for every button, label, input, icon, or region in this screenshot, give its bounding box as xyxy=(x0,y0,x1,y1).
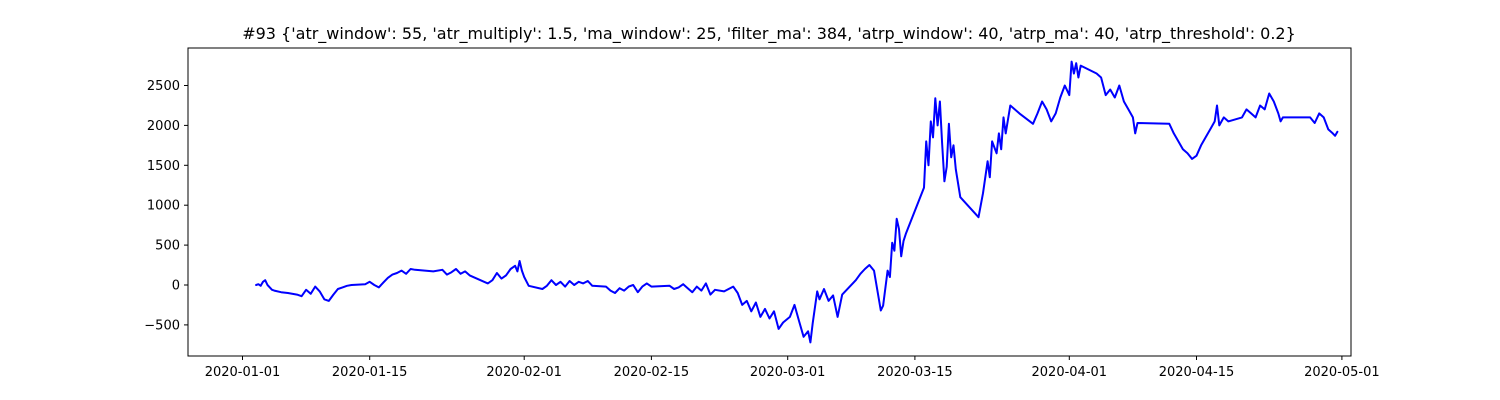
x-tick-label: 2020-02-15 xyxy=(614,365,690,380)
x-tick-label: 2020-01-15 xyxy=(332,365,408,380)
y-tick-label: 2000 xyxy=(147,119,180,134)
y-tick-label: 500 xyxy=(155,239,180,254)
x-tick-label: 2020-04-15 xyxy=(1159,365,1235,380)
x-tick-label: 2020-04-01 xyxy=(1032,365,1108,380)
y-tick-label: 1500 xyxy=(147,159,180,174)
y-tick-label: −500 xyxy=(144,318,180,333)
y-tick-label: 1000 xyxy=(147,199,180,214)
x-tick-label: 2020-01-01 xyxy=(205,365,281,380)
x-tick-label: 2020-02-01 xyxy=(486,365,562,380)
plot-area-frame xyxy=(187,47,1352,357)
x-axis: 2020-01-01 2020-01-15 2020-02-01 2020-02-15… xyxy=(205,356,1380,380)
x-tick-label: 2020-03-01 xyxy=(750,365,826,380)
y-axis: −500 0 500 1000 1500 2000 2500 xyxy=(144,79,188,333)
series-line xyxy=(255,60,1339,344)
y-tick-label: 0 xyxy=(172,279,180,294)
chart-title: #93 {'atr_window': 55, 'atr_multiply': 1… xyxy=(242,24,1296,44)
x-tick-label: 2020-05-01 xyxy=(1304,365,1380,380)
y-tick-label: 2500 xyxy=(147,79,180,94)
series-layer xyxy=(255,60,1339,344)
x-tick-label: 2020-03-15 xyxy=(877,365,953,380)
